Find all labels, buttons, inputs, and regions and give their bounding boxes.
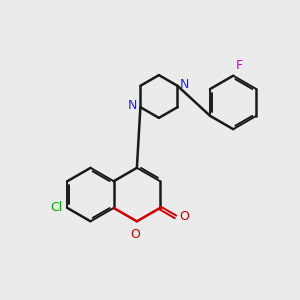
Text: N: N: [128, 99, 137, 112]
Text: O: O: [179, 210, 189, 224]
Text: O: O: [130, 228, 140, 241]
Text: Cl: Cl: [50, 202, 62, 214]
Text: F: F: [236, 59, 243, 72]
Text: N: N: [180, 78, 189, 91]
